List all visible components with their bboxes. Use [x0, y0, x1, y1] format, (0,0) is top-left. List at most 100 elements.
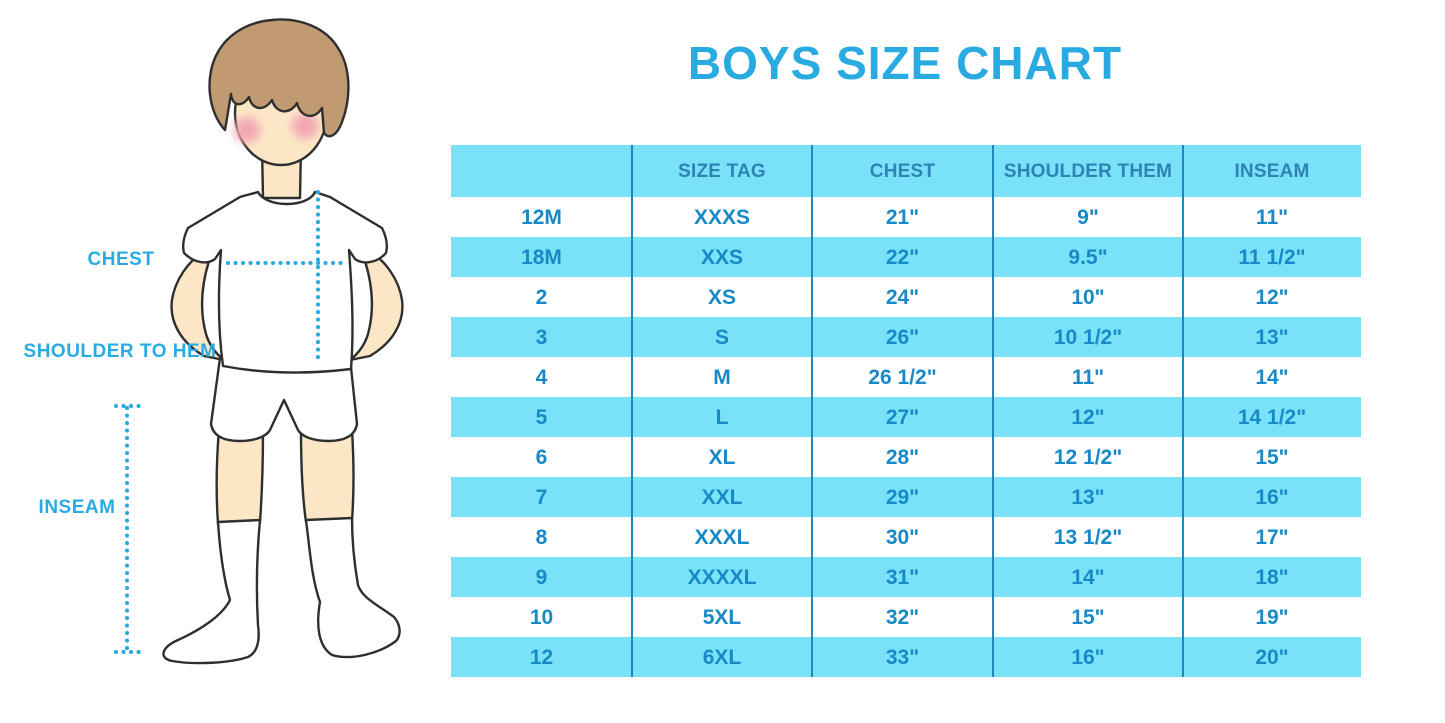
- size-cell: 4: [535, 365, 548, 389]
- column-separator: [811, 145, 813, 677]
- size-cell: 21": [885, 205, 920, 229]
- size-cell: 27": [885, 405, 920, 429]
- size-cell: XXL: [701, 485, 743, 509]
- size-cell: 16": [1071, 645, 1105, 669]
- size-cell: 28": [885, 445, 920, 469]
- size-cell: XS: [707, 285, 736, 309]
- sock-right: [304, 516, 401, 659]
- column-header: INSEAM: [1234, 160, 1310, 182]
- size-cell: 3: [535, 325, 548, 349]
- column-header: CHEST: [869, 160, 936, 182]
- table-row: 12 6XL 33" 16" 20": [451, 637, 1361, 677]
- table-row: 5 L 27" 12" 14 1/2": [451, 397, 1361, 437]
- sock-left: [162, 518, 262, 665]
- size-cell: 5XL: [702, 605, 742, 629]
- size-cell: 14": [1255, 365, 1289, 389]
- size-cell: 30": [885, 525, 920, 549]
- size-cell: 19": [1255, 605, 1289, 629]
- size-cell: 14 1/2": [1237, 405, 1307, 429]
- size-cell: L: [715, 405, 729, 429]
- table-row: 3 S 26" 10 1/2" 13": [451, 317, 1361, 357]
- size-cell: S: [714, 325, 729, 349]
- size-cell: 9": [1077, 205, 1099, 229]
- size-cell: 12": [1255, 285, 1289, 309]
- cheek-right: [292, 113, 318, 139]
- cheek-left: [234, 117, 260, 143]
- size-cell: 14": [1071, 565, 1105, 589]
- chest-label: CHEST: [87, 249, 155, 270]
- size-cell: 6XL: [702, 645, 742, 669]
- size-cell: 12: [529, 645, 554, 669]
- size-cell: XL: [708, 445, 736, 469]
- boy-figure-illustration: [114, 18, 404, 665]
- inseam-label: INSEAM: [38, 497, 116, 518]
- size-cell: 24": [885, 285, 920, 309]
- page-title: BOYS SIZE CHART: [687, 37, 1123, 89]
- size-cell: 12": [1071, 405, 1105, 429]
- size-cell: 12 1/2": [1053, 445, 1123, 469]
- size-cell: 33": [885, 645, 920, 669]
- table-row: 6 XL 28" 12 1/2" 15": [451, 437, 1361, 477]
- size-cell: 16": [1255, 485, 1289, 509]
- arm-left: [170, 248, 226, 362]
- size-cell: 11 1/2": [1238, 245, 1306, 269]
- column-separator: [1182, 145, 1184, 677]
- table-row: 10 5XL 32" 15" 19": [451, 597, 1361, 637]
- table-row: 4 M 26 1/2" 11" 14": [451, 357, 1361, 397]
- size-cell: 17": [1255, 525, 1289, 549]
- size-cell: 26": [885, 325, 920, 349]
- size-cell: 10": [1071, 285, 1105, 309]
- size-cell: 8: [535, 525, 548, 549]
- column-header: SHOULDER THEM: [1003, 160, 1173, 182]
- column-separator: [992, 145, 994, 677]
- size-cell: 5: [535, 405, 548, 429]
- column-header: SIZE TAG: [678, 160, 766, 182]
- size-cell: XXXS: [693, 205, 751, 229]
- size-cell: 29": [885, 485, 920, 509]
- table-row: 7 XXL 29" 13" 16": [451, 477, 1361, 517]
- size-table-body: 12M XXXS 21" 9" 11" 18M XXS 22" 9.5" 11 1/2" 2 XS 24…: [451, 197, 1361, 677]
- shoulder-to-hem-label: SHOULDER TO HEM: [23, 341, 217, 362]
- size-cell: 13": [1255, 325, 1289, 349]
- size-cell: 10 1/2": [1053, 325, 1123, 349]
- size-cell: 15": [1255, 445, 1289, 469]
- size-cell: 2: [535, 285, 548, 309]
- size-cell: 6: [535, 445, 548, 469]
- size-cell: 18": [1255, 565, 1289, 589]
- table-row: 8 XXXL 30" 13 1/2" 17": [451, 517, 1361, 557]
- size-cell: 18M: [521, 245, 562, 269]
- size-cell: 13 1/2": [1053, 525, 1123, 549]
- column-separator: [631, 145, 633, 677]
- size-cell: XXXXL: [687, 565, 757, 589]
- size-cell: 22": [885, 245, 920, 269]
- size-table: SIZE TAG CHEST SHOULDER THEM INSEAM 12M XXXS…: [451, 145, 1361, 677]
- leg-right: [299, 428, 355, 524]
- size-cell: 15": [1071, 605, 1105, 629]
- size-cell: M: [713, 365, 731, 389]
- shorts: [209, 356, 359, 443]
- leg-left: [215, 428, 265, 526]
- size-cell: 13": [1071, 485, 1105, 509]
- size-cell: 20": [1255, 645, 1289, 669]
- table-row: 18M XXS 22" 9.5" 11 1/2": [451, 237, 1361, 277]
- size-cell: 10: [529, 605, 554, 629]
- hair: [208, 18, 350, 138]
- table-row: 12M XXXS 21" 9" 11": [451, 197, 1361, 237]
- size-cell: 11": [1071, 365, 1105, 389]
- size-cell: 26 1/2": [868, 365, 937, 389]
- size-cell: 32": [885, 605, 920, 629]
- size-cell: 9: [535, 565, 548, 589]
- size-cell: 7: [535, 485, 548, 509]
- size-cell: XXS: [700, 245, 744, 269]
- table-row: 2 XS 24" 10" 12": [451, 277, 1361, 317]
- table-row: 9 XXXXL 31" 14" 18": [451, 557, 1361, 597]
- t-shirt: [182, 190, 388, 374]
- size-cell: 12M: [521, 205, 562, 229]
- size-cell: 31": [885, 565, 920, 589]
- size-cell: XXXL: [694, 525, 750, 549]
- size-cell: 11": [1255, 205, 1289, 229]
- size-cell: 9.5": [1068, 245, 1108, 269]
- arm-right: [348, 248, 404, 362]
- size-table-header: SIZE TAG CHEST SHOULDER THEM INSEAM: [451, 145, 1361, 197]
